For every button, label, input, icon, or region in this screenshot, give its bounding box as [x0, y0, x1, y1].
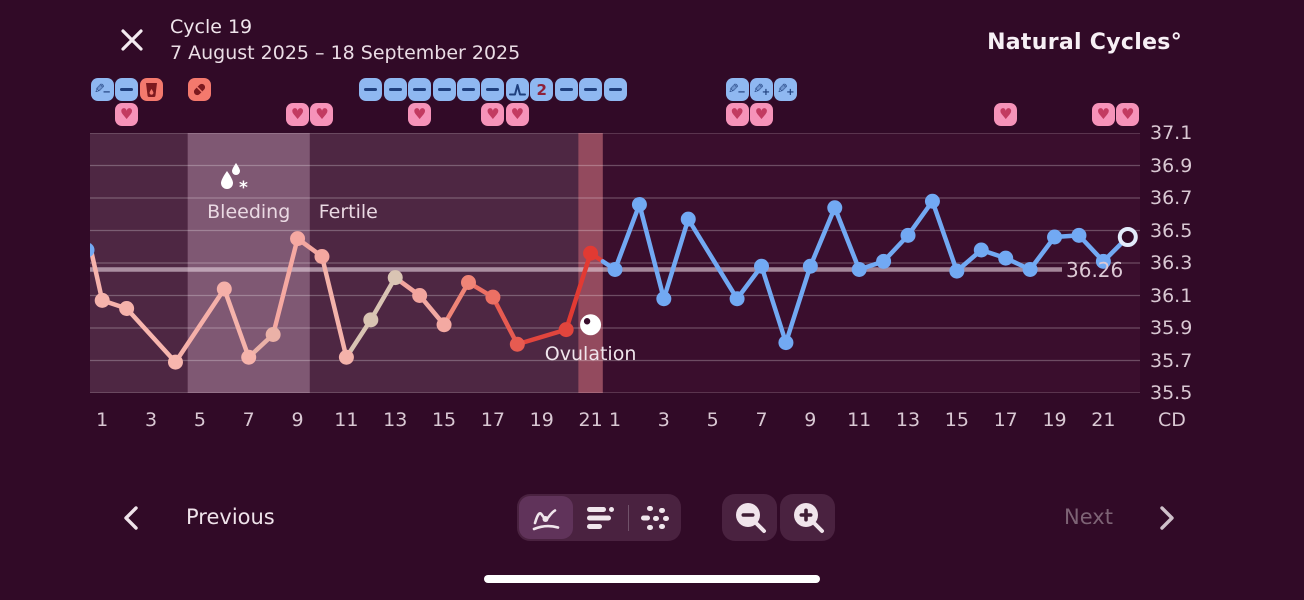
cup-badge — [139, 78, 163, 101]
y-axis-tick: 36.5 — [1150, 219, 1193, 242]
x-axis-tick: 13 — [383, 409, 408, 431]
minus-badge — [456, 78, 480, 101]
x-axis-tick: 5 — [193, 409, 206, 431]
close-icon[interactable] — [118, 26, 146, 54]
minus-badge — [359, 78, 383, 101]
natural-cycles-logo: Natural Cycles° — [987, 30, 1182, 55]
x-axis-tick: 15 — [431, 409, 457, 431]
cycle-date-range: 7 August 2025 – 18 September 2025 — [170, 42, 521, 64]
fertile-region-label: Fertile — [318, 201, 378, 223]
home-indicator[interactable] — [484, 575, 820, 583]
x-axis-tick: 9 — [291, 409, 304, 431]
previous-button[interactable]: Previous — [186, 505, 275, 529]
x-axis-tick: 1 — [96, 409, 109, 431]
heart-icon: ♥ — [505, 103, 529, 126]
y-axis-tick: 35.7 — [1150, 349, 1193, 372]
bleeding-region-label: Bleeding — [207, 201, 291, 223]
x-axis-tick: 1 — [608, 409, 622, 431]
x-axis-tick: 19 — [1042, 409, 1067, 431]
y-axis-tick: 36.3 — [1150, 252, 1193, 274]
minus-badge — [481, 78, 505, 101]
x-axis-tick: 9 — [804, 409, 817, 431]
y-axis-tick: 36.1 — [1150, 284, 1193, 307]
x-axis-tick: 11 — [847, 409, 872, 431]
next-chevron-icon[interactable] — [1158, 506, 1176, 530]
lh-count-badge: 2 — [530, 78, 554, 101]
heart-icon: ♥ — [310, 103, 334, 126]
page-title: Cycle 19 — [170, 16, 253, 38]
x-axis-tick: 3 — [144, 409, 158, 431]
minus-badge — [603, 78, 627, 101]
heart-icon: ♥ — [408, 103, 432, 126]
x-axis-tick: 19 — [529, 409, 554, 431]
x-axis-tick: 7 — [755, 409, 768, 431]
x-axis-tick: 21 — [578, 409, 603, 431]
heart-icon: ♥ — [115, 103, 139, 126]
heart-icon: ♥ — [750, 103, 773, 126]
y-axis-tick: 35.9 — [1150, 317, 1193, 339]
y-axis-tick: 36.7 — [1150, 187, 1193, 209]
x-axis-tick: 11 — [334, 409, 359, 431]
x-axis-tick: 5 — [706, 409, 719, 431]
minus-badge — [383, 78, 407, 101]
x-axis-tick: 17 — [480, 409, 505, 431]
heart-icon: ♥ — [1116, 103, 1140, 126]
pen-plus-badge: ✎ + — [750, 78, 773, 101]
pen-minus-badge: ✎ − — [90, 78, 114, 101]
x-axis-tick: 13 — [895, 409, 921, 431]
chart-type-toggle — [517, 494, 681, 541]
x-axis-tick: 7 — [242, 409, 255, 431]
pen-plus-badge: ✎ + — [774, 78, 798, 101]
lh-peak-badge — [505, 78, 529, 101]
segment-divider — [627, 504, 629, 531]
zoom-out-button[interactable] — [722, 494, 777, 541]
minus-badge — [579, 78, 603, 101]
pill-badge — [188, 78, 212, 101]
y-axis-tick: 35.5 — [1150, 382, 1193, 404]
x-axis-tick: 21 — [1091, 409, 1116, 431]
minus-badge — [554, 78, 578, 101]
x-axis-tick: 17 — [993, 409, 1018, 431]
coverline-value-label: 36.26 — [1066, 257, 1124, 282]
heart-icon: ♥ — [725, 103, 749, 126]
heart-icon: ♥ — [1091, 103, 1115, 126]
line-chart-view-button[interactable] — [519, 496, 574, 539]
x-axis-tick: 3 — [657, 409, 670, 431]
pen-minus-badge: ✎ − — [725, 78, 749, 101]
minus-badge — [115, 78, 139, 101]
next-button[interactable]: Next — [1064, 505, 1113, 529]
previous-chevron-icon[interactable] — [122, 506, 140, 530]
x-axis-tick: 15 — [944, 409, 969, 431]
minus-badge — [432, 78, 456, 101]
heart-icon: ♥ — [994, 103, 1018, 126]
ovulation-label: Ovulation — [544, 342, 637, 365]
y-axis-tick: 37.1 — [1150, 122, 1193, 144]
bleeding-drops-icon: * — [221, 163, 248, 195]
y-axis-tick: 36.9 — [1150, 154, 1193, 177]
zoom-in-button[interactable] — [780, 494, 835, 541]
list-view-button[interactable] — [575, 494, 627, 541]
svg-text:*: * — [239, 178, 248, 195]
x-axis-unit-label: CD — [1158, 409, 1186, 431]
heart-icon: ♥ — [286, 103, 310, 126]
heart-icon: ♥ — [481, 103, 505, 126]
scatter-view-button[interactable] — [629, 494, 681, 541]
minus-badge — [408, 78, 432, 101]
